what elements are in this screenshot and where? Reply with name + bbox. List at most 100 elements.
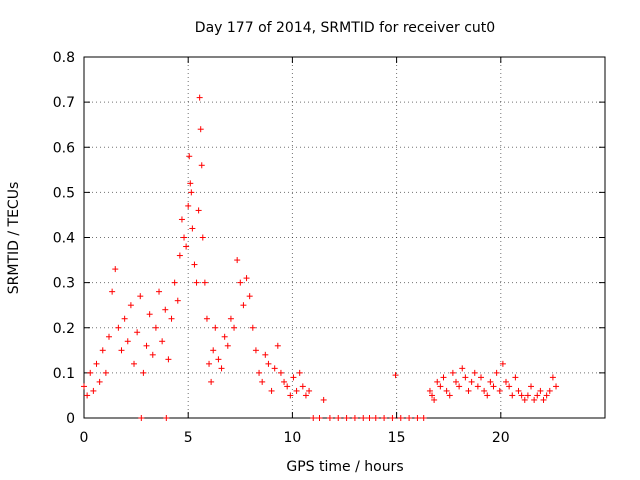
data-point — [509, 392, 516, 399]
data-point — [96, 378, 103, 385]
data-point — [306, 387, 313, 394]
data-point — [185, 202, 192, 209]
y-tick-label: 0.4 — [53, 231, 75, 247]
data-point — [140, 369, 147, 376]
data-point — [406, 415, 413, 421]
data-point — [553, 383, 560, 390]
data-point — [281, 378, 288, 385]
chart-title: Day 177 of 2014, SRMTID for receiver cut… — [195, 20, 495, 36]
y-tick-label: 0 — [66, 411, 75, 427]
data-point — [197, 126, 204, 133]
data-point — [490, 383, 497, 390]
data-point — [163, 415, 170, 421]
data-point — [196, 94, 203, 101]
data-point — [274, 342, 281, 349]
data-point — [335, 415, 342, 421]
data-point — [437, 383, 444, 390]
data-point — [118, 347, 125, 354]
data-point — [165, 356, 172, 363]
data-point — [210, 347, 217, 354]
data-point — [231, 324, 238, 331]
data-point — [468, 378, 475, 385]
x-tick-label: 15 — [388, 430, 406, 446]
data-point — [431, 396, 438, 403]
data-point — [203, 315, 210, 322]
data-point — [112, 266, 119, 273]
data-point — [284, 383, 291, 390]
x-tick-label: 10 — [283, 430, 301, 446]
data-point — [440, 374, 447, 381]
data-point — [515, 387, 522, 394]
data-point — [484, 392, 491, 399]
data-point — [183, 243, 190, 250]
x-axis-label: GPS time / hours — [286, 459, 403, 475]
data-point — [191, 261, 198, 268]
data-point — [252, 347, 259, 354]
data-point — [186, 153, 193, 160]
data-point — [293, 387, 300, 394]
data-point — [162, 306, 169, 313]
data-point — [109, 288, 116, 295]
data-point — [277, 369, 284, 376]
axis-ticks: 0 0.1 0.2 0.3 0.4 0.5 0.6 0.7 0.8 0 5 10 15 20 — [53, 50, 605, 446]
data-point — [199, 234, 206, 241]
data-point — [143, 342, 150, 349]
data-point — [528, 383, 535, 390]
data-point — [218, 365, 225, 372]
data-point — [99, 347, 106, 354]
data-point — [90, 387, 97, 394]
data-point — [189, 225, 196, 232]
data-point — [187, 180, 194, 187]
data-point — [156, 288, 163, 295]
data-point — [310, 415, 317, 421]
data-point — [351, 415, 358, 421]
data-point — [429, 392, 436, 399]
data-point — [506, 383, 513, 390]
data-point — [372, 415, 379, 421]
data-point — [102, 369, 109, 376]
data-point — [215, 356, 222, 363]
data-point — [174, 297, 181, 304]
data-point — [397, 415, 404, 421]
data-point — [316, 415, 323, 421]
data-point — [206, 360, 213, 367]
y-tick-label: 0.3 — [53, 276, 75, 292]
data-point — [249, 324, 256, 331]
x-tick-label: 20 — [492, 430, 510, 446]
data-point — [212, 324, 219, 331]
data-point — [221, 333, 228, 340]
x-tick-label: 5 — [184, 430, 193, 446]
data-point — [320, 396, 327, 403]
data-point — [518, 392, 525, 399]
data-point — [414, 415, 421, 421]
data-point — [115, 324, 122, 331]
data-point — [521, 396, 528, 403]
y-tick-label: 0.7 — [53, 95, 75, 111]
data-point — [496, 387, 503, 394]
data-point — [474, 383, 481, 390]
data-point — [176, 252, 183, 259]
data-point — [208, 378, 215, 385]
data-point — [389, 415, 396, 421]
data-point — [452, 378, 459, 385]
y-tick-label: 0.6 — [53, 140, 75, 156]
data-point — [224, 342, 231, 349]
data-point — [381, 415, 388, 421]
data-point — [124, 338, 131, 345]
data-point — [462, 374, 469, 381]
x-tick-label: 0 — [80, 430, 89, 446]
data-point — [131, 360, 138, 367]
data-point — [234, 257, 241, 264]
data-point — [287, 392, 294, 399]
data-point — [434, 378, 441, 385]
data-point — [449, 369, 456, 376]
data-point — [290, 374, 297, 381]
scatter-points — [81, 94, 560, 421]
data-point — [512, 374, 519, 381]
data-point — [537, 387, 544, 394]
data-point — [503, 378, 510, 385]
data-point — [188, 189, 195, 196]
data-point — [296, 369, 303, 376]
data-point — [366, 415, 373, 421]
